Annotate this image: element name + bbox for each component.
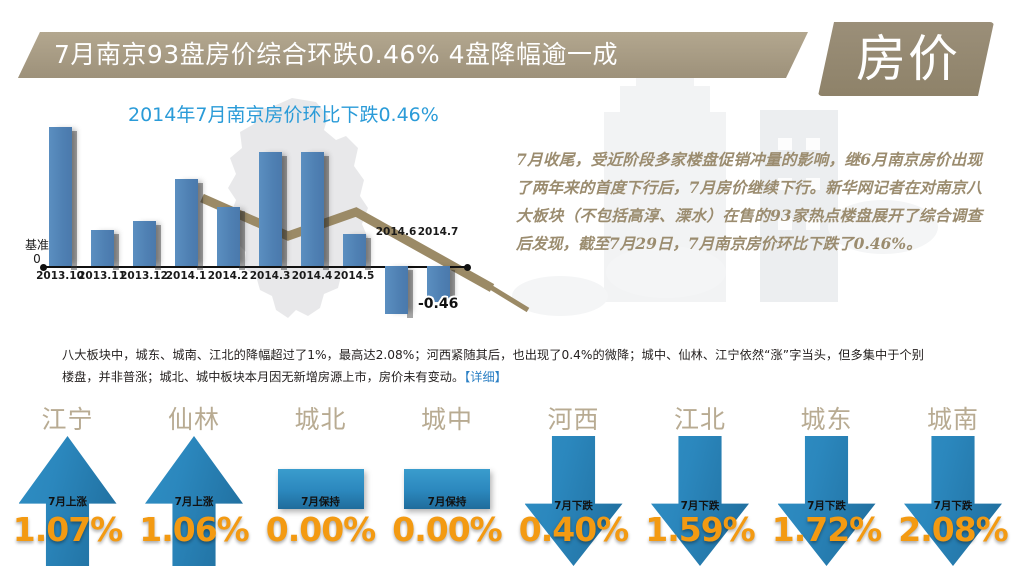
bar-shadow (71, 130, 77, 270)
chart-bar (427, 266, 450, 302)
chart-x-tick: 2013.11 (78, 270, 126, 282)
page-title: 7月南京93盘房价综合环跌0.46% 4盘降幅逾一成 (54, 40, 618, 69)
district-value: 0.00% (265, 510, 377, 549)
district-shape-wrap (384, 436, 511, 586)
chart-x-tick: 2014.2 (207, 270, 249, 282)
district-value: 1.59% (645, 510, 756, 549)
district-shape-wrap (890, 436, 1016, 586)
district-status-label: 7月上涨 (174, 496, 214, 508)
district-shape-wrap (510, 436, 637, 586)
district-value: 0.00% (392, 510, 503, 549)
baseline-axis-label: 基准 0 (14, 238, 60, 266)
title-banner: 7月南京93盘房价综合环跌0.46% 4盘降幅逾一成 (18, 32, 828, 78)
district-name: 江宁 (41, 405, 94, 434)
chart-x-tick: 2014.1 (165, 270, 207, 282)
bar-shadow (407, 270, 413, 318)
district-card[interactable]: 城中 7月保持 0.00% (384, 400, 511, 586)
district-value: 0.40% (518, 510, 630, 549)
baseline-start-dot (40, 264, 47, 271)
chart-data-label: -0.46 (418, 295, 459, 312)
district-status-label: 7月下跌 (680, 500, 720, 512)
flat-bar-icon (277, 469, 364, 509)
bar-shadow (365, 238, 371, 270)
chart-bar (301, 152, 324, 266)
topic-logo-label: 房价 (856, 30, 960, 88)
district-status-label: 7月下跌 (807, 500, 846, 512)
summary-paragraph: 7月收尾，受近阶段多家楼盘促销冲量的影响，继6月南京房价出现了两年来的首度下行后… (516, 150, 982, 253)
district-value: 2.08% (898, 510, 1009, 549)
district-value: 1.72% (771, 510, 883, 549)
chart-x-tick: 2014.6 (375, 226, 417, 238)
district-name: 城中 (420, 405, 473, 434)
district-value: 1.06% (139, 510, 250, 549)
district-name: 城东 (800, 405, 853, 434)
district-shape-wrap (257, 436, 384, 586)
chart-bar (175, 179, 198, 266)
chart-x-tick: 2014.5 (333, 270, 375, 282)
chart-x-tick: 2014.7 (417, 226, 459, 238)
bar-shadow (113, 234, 119, 270)
banner-bar (18, 32, 808, 78)
chart-bar (49, 126, 72, 266)
chart-title: 2014年7月南京房价环比下跌0.46% (128, 104, 439, 126)
district-status-label: 7月保持 (301, 496, 340, 508)
district-shape-wrap (131, 436, 258, 586)
district-summary-text: 八大板块中，城东、城南、江北的降幅超过了1%，最高达2.08%；河西紧随其后，也… (62, 348, 924, 384)
page-header: 7月南京93盘房价综合环跌0.46% 4盘降幅逾一成 房价 (0, 10, 1016, 96)
district-status-label: 7月上涨 (48, 496, 87, 508)
district-card[interactable]: 城北 7月保持 0.00% (257, 400, 384, 586)
district-shape-wrap (4, 436, 131, 586)
district-name: 仙林 (167, 405, 220, 434)
chart-plot-area: 2013.10 2013.11 2013.12 2014.1 2014.2 2014.3 2… (36, 118, 530, 328)
bar-shadow (197, 183, 203, 270)
price-trend-chart: 2014年7月南京房价环比下跌0.46% 基准 0 2013.10 2013.11… (0, 98, 530, 328)
district-card[interactable]: 江北 7月下跌 1.59% (637, 400, 764, 586)
district-name: 江北 (673, 405, 726, 434)
chart-bar (343, 234, 366, 266)
bar-shadow (281, 156, 287, 270)
district-status-label: 7月下跌 (554, 500, 593, 512)
flat-bar-icon (404, 469, 490, 509)
chart-x-tick: 2014.4 (291, 270, 333, 282)
detail-link[interactable]: 【详细】 (464, 370, 507, 384)
chart-bar (259, 152, 282, 266)
district-cards-row: 江宁 7月上涨 1.07% 仙林 7月上涨 1.06% 城北 7月保持 0.00% 城中 7月保持 0… (0, 400, 1016, 586)
district-card[interactable]: 仙林 7月上涨 1.06% (131, 400, 258, 586)
bar-shadow (155, 224, 161, 270)
district-card[interactable]: 江宁 7月上涨 1.07% (4, 400, 131, 586)
topic-logo-badge (818, 22, 994, 96)
chart-bar (217, 206, 240, 266)
chart-bar (133, 220, 156, 266)
district-name: 河西 (547, 405, 600, 434)
district-name: 城南 (926, 405, 979, 434)
district-card[interactable]: 河西 7月下跌 0.40% (510, 400, 637, 586)
district-value: 1.07% (12, 510, 124, 549)
bar-shadow (323, 156, 329, 270)
district-card[interactable]: 城东 7月下跌 1.72% (763, 400, 890, 586)
chart-x-tick: 2014.3 (249, 270, 291, 282)
bar-shadow (449, 270, 455, 306)
district-summary-paragraph: 八大板块中，城东、城南、江北的降幅超过了1%，最高达2.08%；河西紧随其后，也… (62, 344, 924, 388)
chart-bar (91, 230, 114, 266)
baseline-end-dot (464, 264, 471, 271)
chart-x-tick: 2013.10 (36, 270, 84, 282)
district-name: 城北 (294, 405, 347, 434)
baseline-axis-label-zero: 0 (33, 252, 41, 266)
district-shape-wrap (637, 436, 764, 586)
chart-bar (385, 266, 408, 314)
chart-x-tick: 2013.12 (120, 270, 168, 282)
bar-shadow (239, 210, 245, 270)
chart-baseline (44, 266, 468, 268)
topic-logo-text-wrap: 房价 (818, 22, 994, 96)
district-status-label: 7月下跌 (933, 500, 973, 512)
baseline-axis-label-top: 基准 (24, 238, 49, 252)
district-shape-wrap (763, 436, 890, 586)
district-status-label: 7月保持 (427, 496, 467, 508)
district-card[interactable]: 城南 7月下跌 2.08% (890, 400, 1016, 586)
